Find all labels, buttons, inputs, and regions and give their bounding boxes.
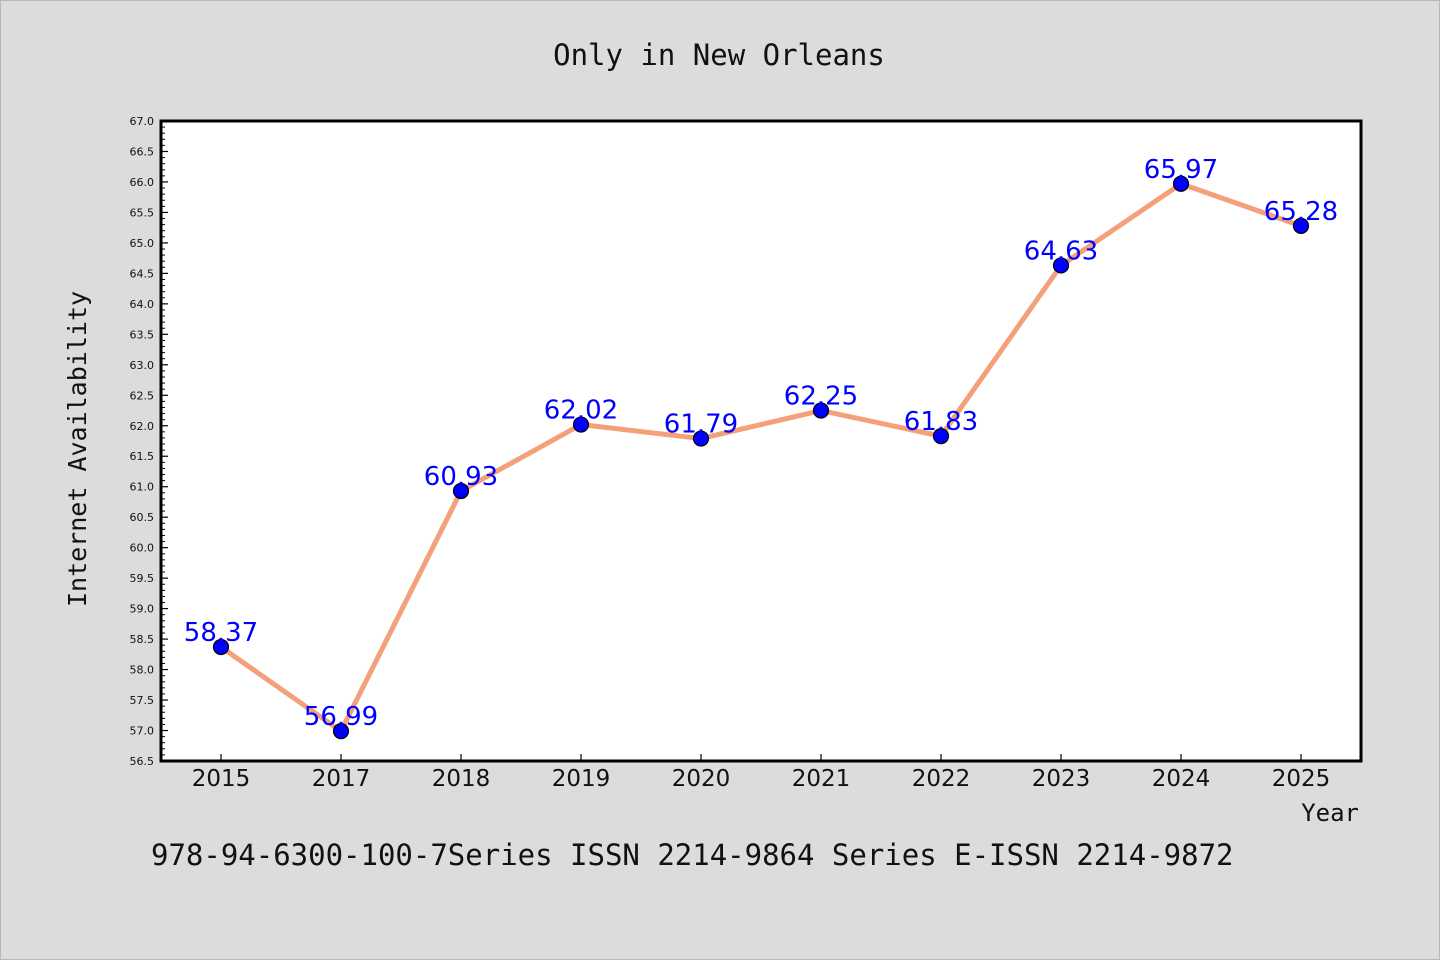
y-tick-label: 66.0: [130, 176, 155, 189]
data-point: [932, 428, 950, 445]
y-tick-label: 59.0: [130, 603, 155, 616]
data-label: 62.02: [544, 396, 618, 426]
series-line: [218, 181, 1304, 734]
data-label: 56.99: [304, 702, 378, 732]
chart-title: Only in New Orleans: [553, 38, 885, 72]
y-axis: 56.5 57.0 57.5 58.0 58.5 59.0 59.5 60.0 60.5 61.0…: [130, 115, 168, 768]
data-label: 65.28: [1264, 197, 1338, 227]
x-tick-label: 2021: [792, 766, 851, 792]
x-tick-label: 2015: [192, 766, 251, 792]
y-tick-label: 64.5: [130, 267, 155, 280]
x-axis: 2015 2017 2018 2019 2020 2021 2022 2023 2024 2025: [192, 754, 1331, 792]
y-axis-label: Internet Availability: [63, 291, 92, 607]
x-axis-label: Year: [1301, 799, 1359, 827]
y-tick-label: 63.5: [130, 328, 155, 341]
x-tick-label: 2024: [1152, 766, 1211, 792]
y-tick-label: 60.5: [130, 511, 155, 524]
x-tick-label: 2025: [1272, 766, 1331, 792]
x-tick-label: 2017: [312, 766, 371, 792]
y-tick-label: 67.0: [130, 115, 155, 128]
data-point: [572, 416, 590, 433]
x-tick-label: 2023: [1032, 766, 1091, 792]
y-tick-label: 58.0: [130, 664, 155, 677]
series-layer: [212, 175, 1310, 740]
y-tick-label: 66.5: [130, 145, 155, 158]
y-tick-label: 61.0: [130, 481, 155, 494]
y-tick-label: 60.0: [130, 542, 155, 555]
data-point: [812, 402, 830, 419]
y-tick-label: 65.0: [130, 237, 155, 250]
y-tick-label: 61.5: [130, 450, 155, 463]
x-tick-label: 2020: [672, 766, 731, 792]
y-tick-label: 65.5: [130, 206, 155, 219]
x-tick-label: 2019: [552, 766, 611, 792]
data-label: 61.83: [904, 407, 978, 437]
y-tick-label: 59.5: [130, 572, 155, 585]
plot-area: [159, 119, 1363, 763]
y-tick-label: 63.0: [130, 359, 155, 372]
data-point: [212, 638, 230, 656]
x-tick-label: 2018: [432, 766, 491, 792]
y-tick-label: 57.0: [130, 725, 155, 738]
data-label: 65.97: [1144, 155, 1218, 185]
data-point: [332, 723, 350, 740]
y-tick-label: 57.5: [130, 694, 155, 707]
y-tick-label: 58.5: [130, 633, 155, 646]
y-tick-label: 56.5: [130, 755, 155, 768]
data-labels: 58.37 56.99 60.93 62.02 61.79 62.25 61.83 64.63…: [184, 155, 1338, 732]
x-tick-label: 2022: [912, 766, 971, 792]
data-label: 61.79: [664, 410, 738, 440]
y-tick-label: 62.5: [130, 389, 155, 402]
data-point: [1052, 257, 1070, 274]
data-label: 60.93: [424, 462, 498, 492]
y-tick-label: 64.0: [130, 298, 155, 311]
data-point: [452, 482, 470, 500]
y-tick-label: 62.0: [130, 420, 155, 433]
data-point: [1292, 217, 1310, 234]
data-point: [692, 430, 710, 447]
data-label: 64.63: [1024, 236, 1098, 266]
data-label: 62.25: [784, 382, 858, 412]
footer-isbn-issn: 978-94-6300-100-7Series ISSN 2214-9864 S…: [151, 838, 1234, 872]
data-point: [1172, 175, 1190, 192]
data-label: 58.37: [184, 618, 258, 648]
